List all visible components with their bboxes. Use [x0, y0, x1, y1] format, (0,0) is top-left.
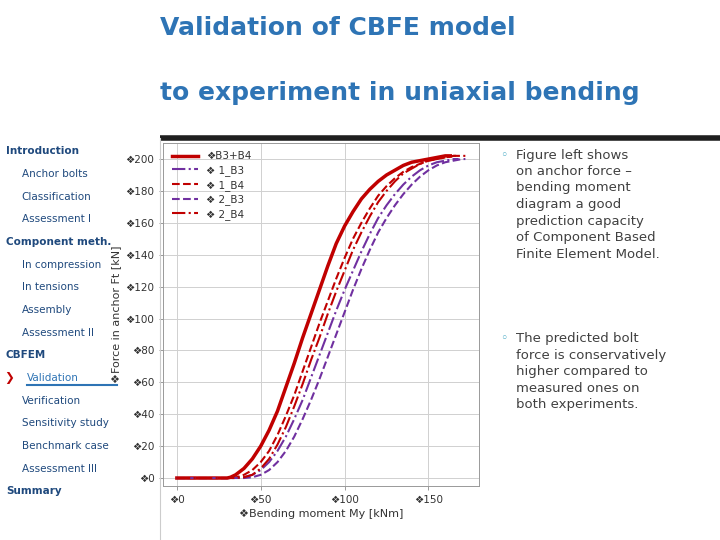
- Text: Introduction: Introduction: [6, 146, 78, 156]
- Text: Validation of CBFE model: Validation of CBFE model: [160, 16, 516, 40]
- Text: Assessment II: Assessment II: [22, 328, 94, 338]
- Text: ◦: ◦: [500, 332, 508, 345]
- Text: Benchmark case: Benchmark case: [22, 441, 108, 451]
- X-axis label: ❖Bending moment My [kNm]: ❖Bending moment My [kNm]: [239, 509, 403, 519]
- Y-axis label: ❖Force in anchor Ft [kN]: ❖Force in anchor Ft [kN]: [112, 246, 121, 383]
- Text: In compression: In compression: [22, 260, 101, 269]
- Text: Assessment III: Assessment III: [22, 464, 96, 474]
- Text: ❯: ❯: [4, 372, 14, 384]
- Legend: ❖B3+B4, ❖ 1_B3, ❖ 1_B4, ❖ 2_B3, ❖ 2_B4: ❖B3+B4, ❖ 1_B3, ❖ 1_B4, ❖ 2_B3, ❖ 2_B4: [168, 148, 255, 223]
- Text: Assembly: Assembly: [22, 305, 72, 315]
- Text: Component meth.: Component meth.: [6, 237, 111, 247]
- Text: In tensions: In tensions: [22, 282, 78, 292]
- Text: Assessment I: Assessment I: [22, 214, 91, 224]
- Text: CBFEM: CBFEM: [6, 350, 46, 360]
- Text: Figure left shows
on anchor force –
bending moment
diagram a good
prediction cap: Figure left shows on anchor force – bend…: [516, 148, 660, 260]
- Text: to experiment in uniaxial bending: to experiment in uniaxial bending: [160, 81, 639, 105]
- Text: Sensitivity study: Sensitivity study: [22, 418, 109, 428]
- Text: ◦: ◦: [500, 148, 508, 161]
- Text: Classification: Classification: [22, 192, 91, 201]
- Text: Summary: Summary: [6, 487, 61, 496]
- Text: Verification: Verification: [22, 396, 81, 406]
- Text: The predicted bolt
force is conservatively
higher compared to
measured ones on
b: The predicted bolt force is conservative…: [516, 332, 667, 411]
- Text: Validation: Validation: [27, 373, 79, 383]
- Text: Anchor bolts: Anchor bolts: [22, 169, 87, 179]
